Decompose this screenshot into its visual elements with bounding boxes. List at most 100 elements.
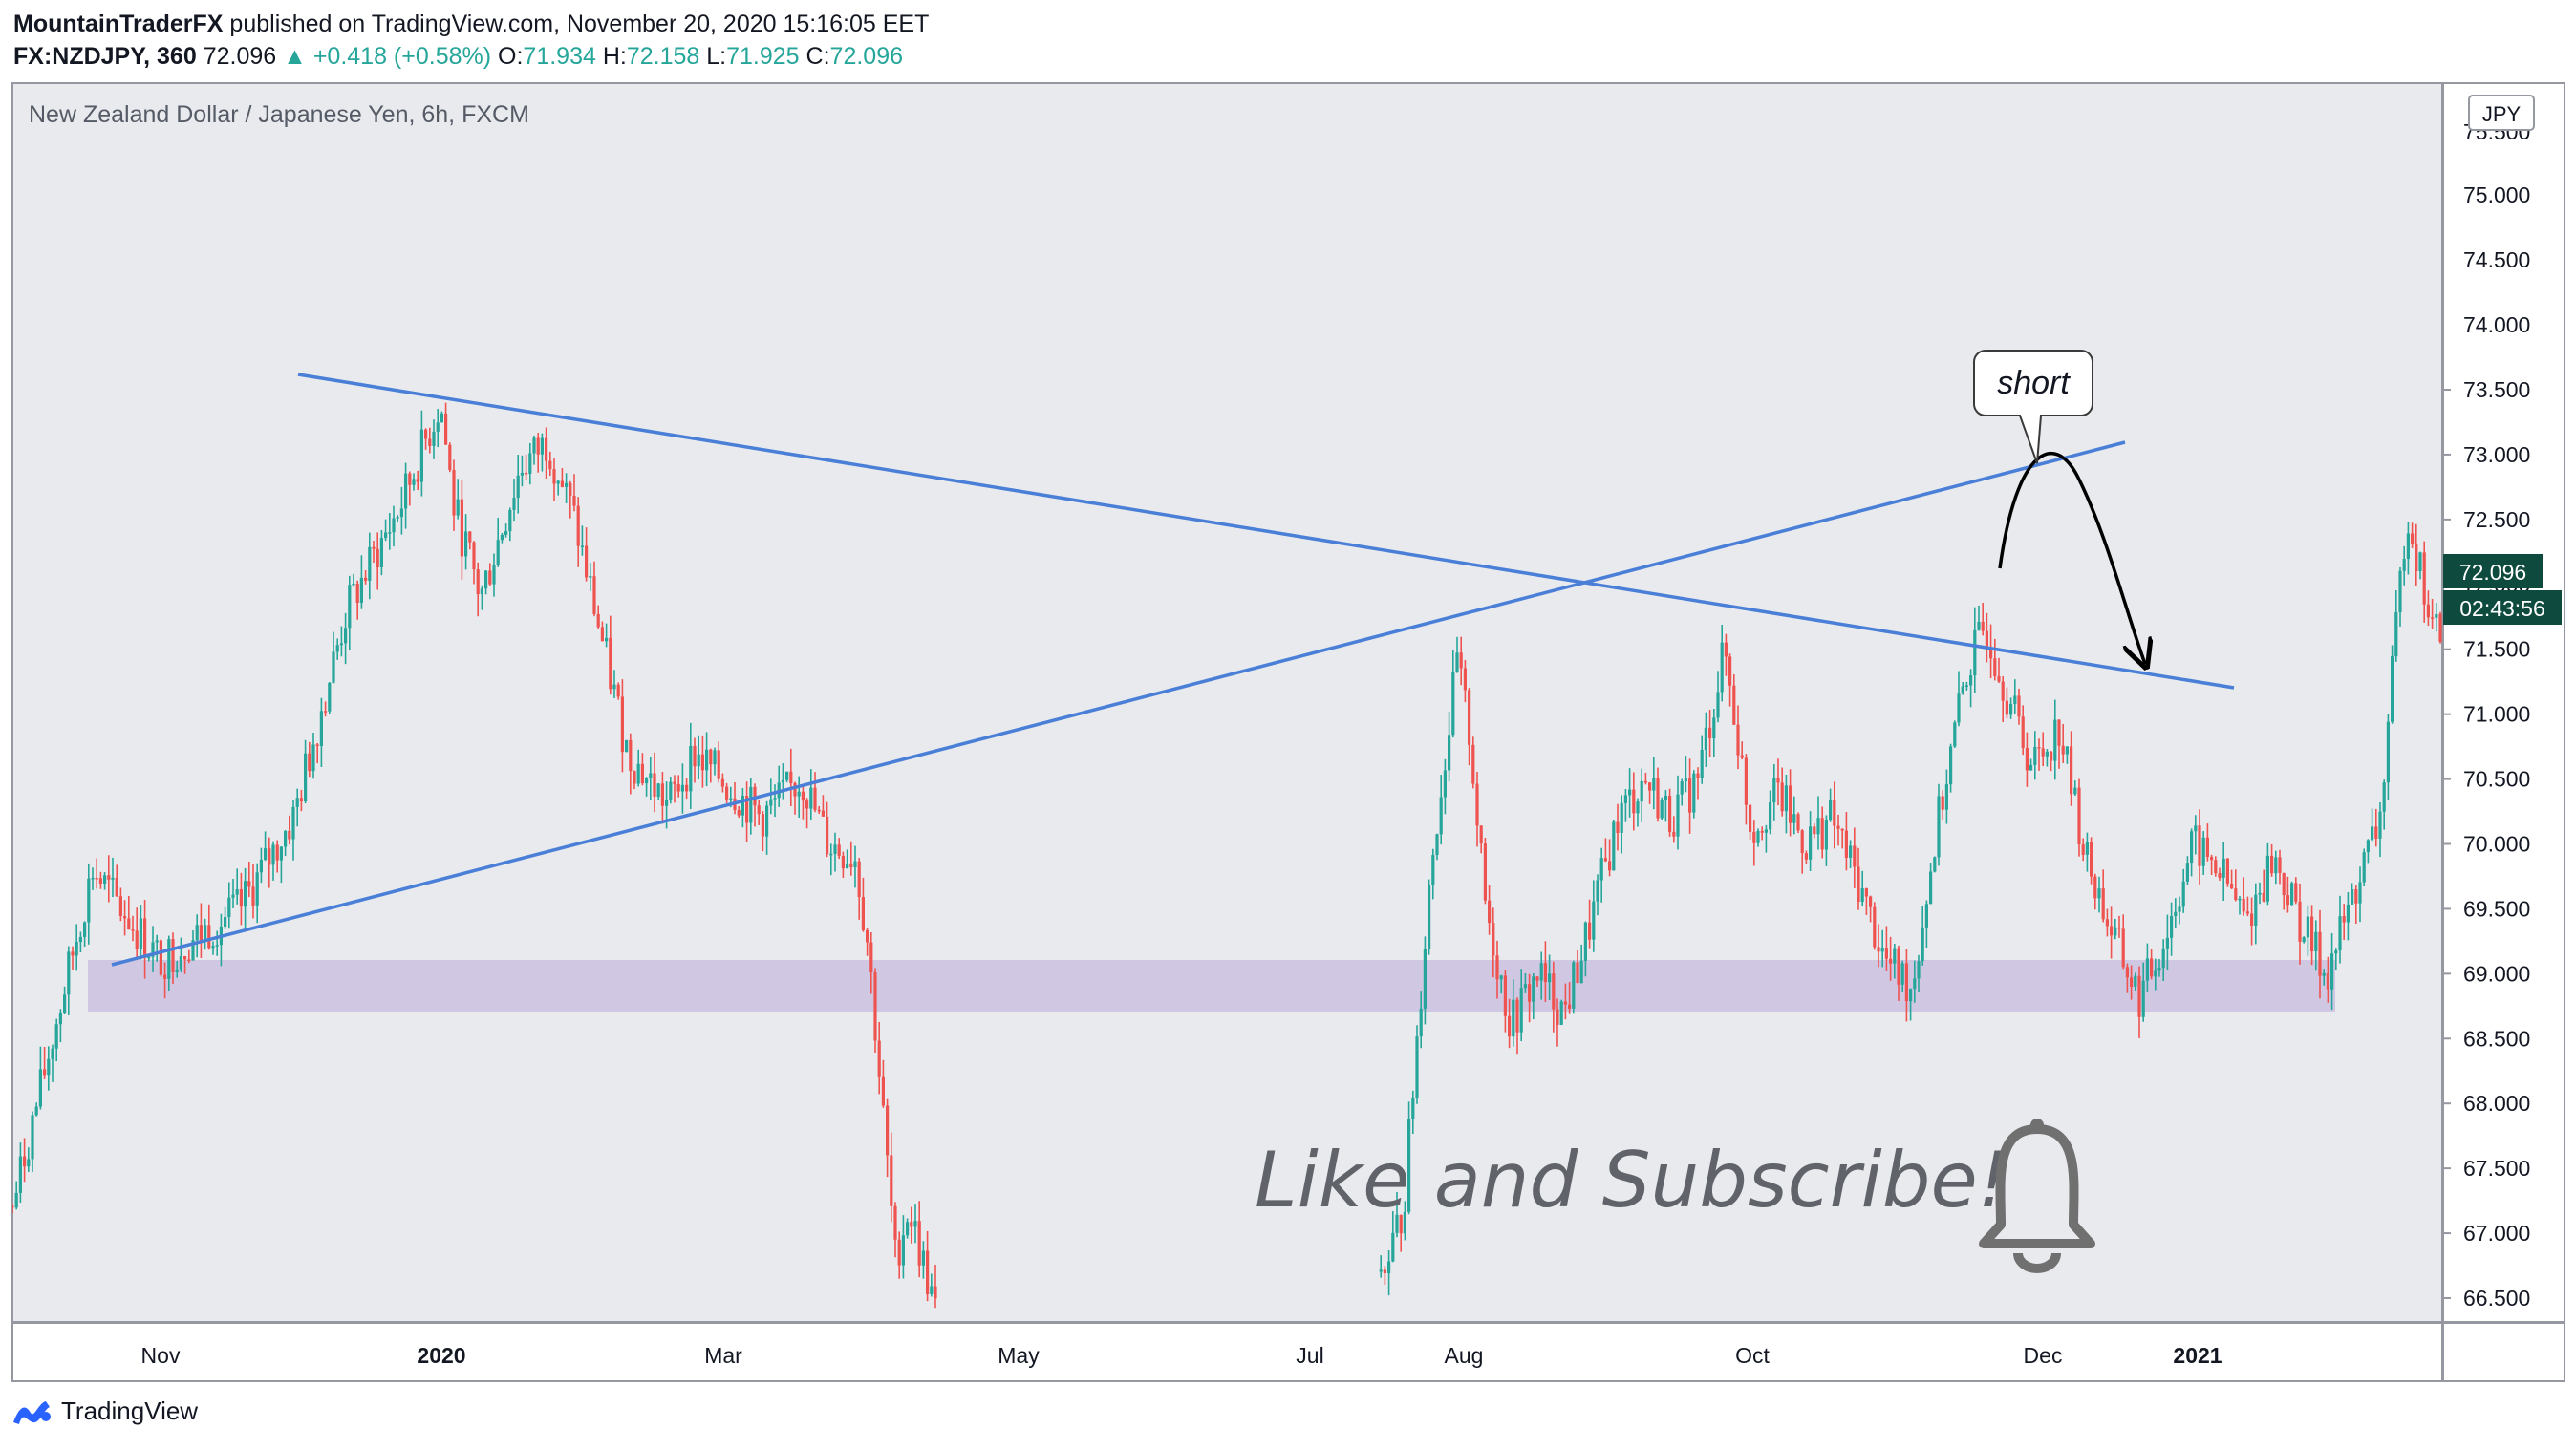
candle-up <box>1439 797 1443 835</box>
candle-down <box>2017 695 2021 717</box>
candle-up <box>1387 1261 1391 1274</box>
candle-down <box>653 773 656 797</box>
candle-up <box>2351 889 2354 905</box>
time-tick-label: Jul <box>1296 1343 1323 1368</box>
candle-down <box>2294 883 2298 902</box>
candle-down <box>2057 719 2061 746</box>
candle-down <box>2093 876 2097 899</box>
candle-down <box>2110 926 2114 936</box>
candle-down <box>720 778 724 787</box>
ascending-trendline[interactable] <box>111 440 2126 967</box>
candle-up <box>2378 811 2382 839</box>
candle-down <box>2214 860 2218 874</box>
candle-up <box>67 951 71 995</box>
candle-down <box>2041 748 2045 757</box>
candle-up <box>2386 721 2390 783</box>
candle-up <box>348 585 352 629</box>
candle-up <box>2330 953 2334 990</box>
candle-down <box>841 856 845 869</box>
candle-up <box>58 1013 62 1025</box>
price-tick-label: 68.000 <box>2463 1091 2530 1116</box>
last-price-marker: 72.096 02:43:56 <box>2443 554 2562 625</box>
candle-down <box>131 929 135 931</box>
candle-up <box>921 1250 925 1266</box>
candle-up <box>91 877 95 880</box>
candle-down <box>376 548 379 567</box>
candle-up <box>155 940 159 943</box>
high-label: H: <box>602 43 627 70</box>
low-label: L: <box>706 43 727 70</box>
candle-series <box>12 402 2442 1309</box>
candle-down <box>620 696 624 753</box>
time-axis[interactable] <box>11 1322 2443 1382</box>
candle-down <box>127 918 131 930</box>
candle-up <box>656 783 660 797</box>
author-name[interactable]: MountainTraderFX <box>13 11 224 37</box>
candle-up <box>235 889 239 895</box>
candle-up <box>697 754 700 767</box>
currency-label: JPY <box>2482 102 2522 126</box>
candle-up <box>404 473 408 509</box>
candle-up <box>1455 652 1459 672</box>
candle-up <box>669 781 673 800</box>
candle-down <box>869 942 873 973</box>
support-zone[interactable] <box>88 960 2335 1012</box>
short-callout[interactable]: short <box>1973 350 2093 464</box>
candle-up <box>396 517 399 519</box>
candle-down <box>143 918 147 958</box>
candle-down <box>2130 977 2134 988</box>
candle-down <box>2374 826 2378 839</box>
projection-arrow[interactable] <box>1998 451 2145 664</box>
tradingview-footer[interactable]: TradingView <box>11 1397 198 1426</box>
open-label: O: <box>498 43 524 70</box>
candle-up <box>484 570 488 589</box>
candle-up <box>729 798 733 800</box>
candle-up <box>2398 570 2402 613</box>
price-axis[interactable] <box>2442 82 2565 1323</box>
candle-up <box>1716 692 1720 718</box>
candle-up <box>1720 642 1724 693</box>
candle-down <box>71 951 75 956</box>
axis-corner <box>2442 1322 2565 1382</box>
candle-down <box>1576 962 1579 984</box>
candle-up <box>319 711 323 746</box>
candle-up <box>2322 972 2326 976</box>
currency-badge[interactable]: JPY <box>2468 95 2535 131</box>
candle-down <box>1463 668 1467 691</box>
candle-down <box>247 881 251 887</box>
candle-down <box>805 800 809 809</box>
candle-up <box>1423 949 1427 1009</box>
candle-up <box>1712 717 1716 739</box>
candle-down <box>1508 1015 1512 1037</box>
candle-down <box>1672 831 1676 837</box>
candle-down <box>1833 800 1836 826</box>
candle-down <box>881 1076 885 1106</box>
candle-down <box>1459 652 1463 669</box>
candle-up <box>2029 764 2033 771</box>
candle-down <box>926 1250 930 1295</box>
candle-up <box>63 994 67 1013</box>
candle-down <box>1796 814 1800 831</box>
bell-icon[interactable] <box>1979 1119 2095 1273</box>
candle-up <box>680 784 684 792</box>
candle-up <box>2065 746 2069 755</box>
candle-down <box>2411 533 2415 544</box>
candle-down <box>709 749 713 765</box>
candle-up <box>930 1286 934 1295</box>
candle-down <box>1588 922 1592 940</box>
candle-up <box>1548 973 1552 983</box>
candle-down <box>468 531 472 543</box>
candle-up <box>492 565 496 585</box>
candle-up <box>1596 880 1599 902</box>
candle-down <box>2270 855 2274 874</box>
candle-down <box>737 809 741 816</box>
plot-area[interactable] <box>11 82 2443 1323</box>
candle-down <box>1471 744 1475 784</box>
descending-trendline[interactable] <box>297 373 2235 690</box>
candle-up <box>103 875 107 884</box>
candle-down <box>890 1155 893 1206</box>
candle-up <box>580 545 584 547</box>
candle-up <box>1792 814 1796 823</box>
candle-up <box>773 798 777 800</box>
